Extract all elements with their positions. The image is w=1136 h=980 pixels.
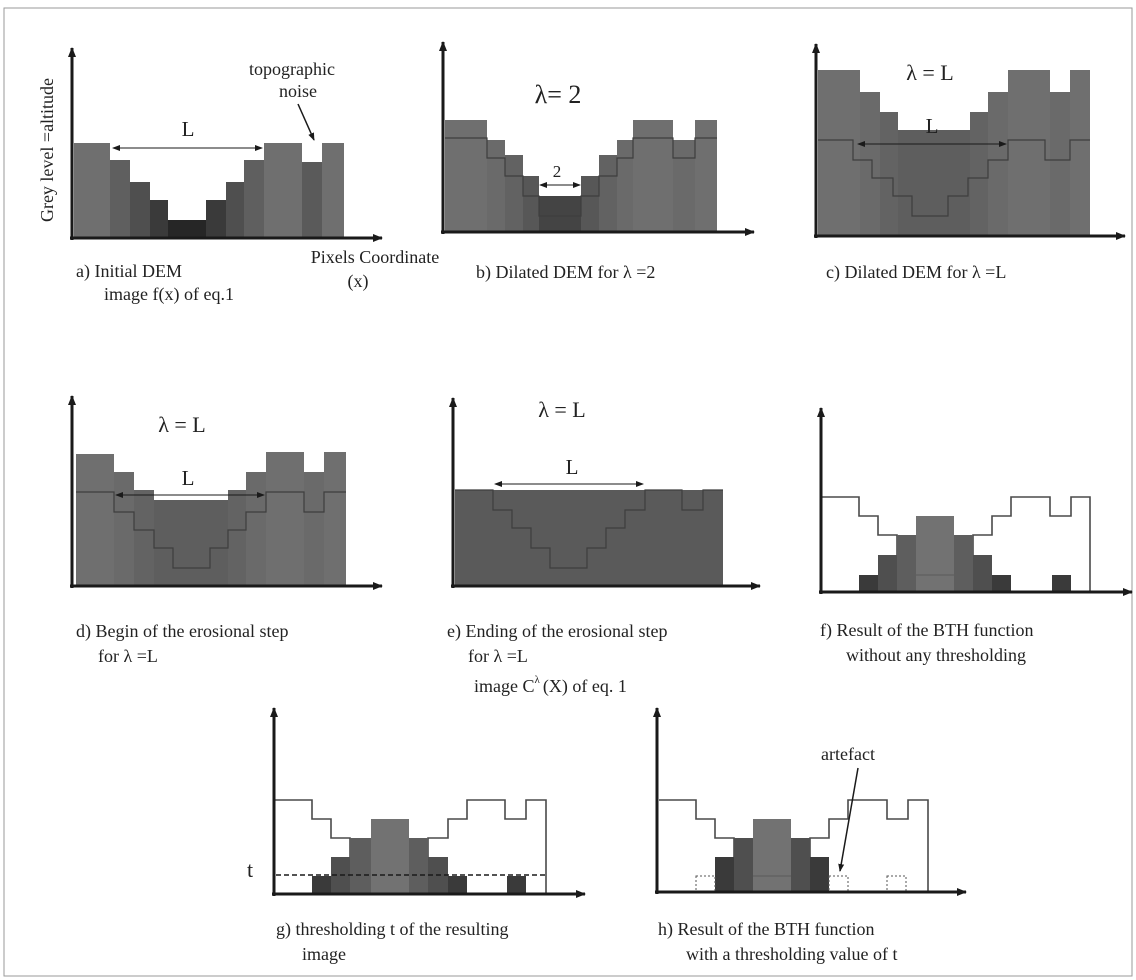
panel-g-threshold-label: t bbox=[247, 857, 253, 882]
panel-d: L λ = L d) Begin of the erosional step f… bbox=[68, 395, 383, 666]
panel-d-lambda-label: λ = L bbox=[158, 412, 206, 437]
panel-h-caption-2: with a thresholding value of t bbox=[686, 944, 897, 964]
figure-border bbox=[3, 7, 1133, 977]
panel-a-noise-label: topographic bbox=[249, 59, 335, 79]
panel-b-lambda-label: λ= 2 bbox=[535, 80, 582, 109]
panel-e-length-label: L bbox=[566, 455, 579, 479]
panel-e-caption-3: image Cλ (X) of eq. 1 bbox=[474, 674, 627, 697]
panel-e-caption: e) Ending of the erosional step bbox=[447, 621, 667, 642]
panel-c-caption: c) Dilated DEM for λ =L bbox=[826, 262, 1006, 283]
panel-h-bth-bars bbox=[715, 819, 829, 892]
panel-g-caption-2: image bbox=[302, 944, 346, 964]
panel-f-caption: f) Result of the BTH function bbox=[820, 620, 1033, 641]
panel-d-original-outline bbox=[76, 491, 346, 569]
panel-f-caption-2: without any thresholding bbox=[846, 645, 1026, 665]
panel-h-artefact-label: artefact bbox=[821, 744, 875, 764]
panel-g-caption: g) thresholding t of the resulting bbox=[276, 919, 508, 940]
panel-e-caption-2: for λ =L bbox=[468, 646, 528, 666]
panel-c-length-label: L bbox=[926, 114, 939, 138]
panel-e-closed-dem bbox=[455, 490, 723, 586]
panel-d-length-label: L bbox=[182, 466, 195, 490]
panel-c-bars bbox=[818, 70, 1090, 236]
panel-e-lambda-label: λ = L bbox=[538, 397, 586, 422]
panel-b: 2 λ= 2 b) Dilated DEM for λ =2 bbox=[439, 41, 755, 283]
x-axis-label-2: (x) bbox=[348, 271, 369, 292]
panel-h: artefact h) Result of the BTH function w… bbox=[653, 707, 967, 964]
panel-h-caption: h) Result of the BTH function bbox=[658, 919, 874, 940]
panel-a-noise-label-2: noise bbox=[279, 81, 317, 101]
panel-a-noise-arrow bbox=[297, 103, 315, 141]
panel-c-original-outline bbox=[818, 139, 1090, 217]
panel-a-bars bbox=[74, 143, 344, 238]
panel-g-bth-bars bbox=[312, 819, 526, 894]
panel-b-caption: b) Dilated DEM for λ =2 bbox=[476, 262, 655, 283]
panel-a: L topographic noise Grey level =altitude… bbox=[37, 47, 440, 305]
panel-e-caption-3-end: (X) of eq. 1 bbox=[543, 676, 627, 697]
panel-e-caption-3-text: image C bbox=[474, 676, 535, 696]
panel-c-lambda-label: λ = L bbox=[906, 60, 954, 85]
panel-d-caption: d) Begin of the erosional step bbox=[76, 621, 288, 642]
panel-b-bars bbox=[445, 120, 717, 232]
panel-b-width-label: 2 bbox=[553, 162, 562, 181]
panel-g: t g) thresholding t of the resulting ima… bbox=[247, 707, 586, 964]
panel-a-caption-2: image f(x) of eq.1 bbox=[104, 284, 234, 305]
y-axis-label: Grey level =altitude bbox=[37, 78, 57, 222]
panel-e: L λ = L e) Ending of the erosional step … bbox=[447, 397, 761, 697]
panel-e-caption-3-sup: λ bbox=[535, 674, 541, 686]
panel-c: L λ = L c) Dilated DEM for λ =L bbox=[812, 43, 1126, 283]
panel-f: f) Result of the BTH function without an… bbox=[817, 407, 1133, 665]
panel-a-length-label: L bbox=[182, 117, 195, 141]
panel-d-caption-2: for λ =L bbox=[98, 646, 158, 666]
x-axis-label: Pixels Coordinate bbox=[311, 247, 440, 267]
panel-f-bth-bars bbox=[859, 516, 1071, 592]
panel-b-original-outline bbox=[445, 137, 717, 217]
panel-h-artefact-arrow bbox=[838, 767, 859, 872]
panel-a-caption: a) Initial DEM bbox=[76, 261, 182, 282]
panel-d-bars bbox=[76, 452, 346, 586]
panel-e-original-outline bbox=[455, 489, 723, 569]
